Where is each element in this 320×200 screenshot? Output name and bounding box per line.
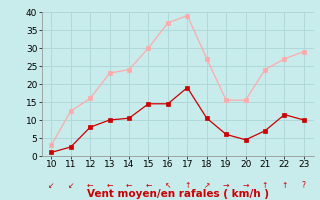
Text: ↙: ↙	[68, 181, 74, 190]
Text: →: →	[243, 181, 249, 190]
X-axis label: Vent moyen/en rafales ( km/h ): Vent moyen/en rafales ( km/h )	[87, 189, 268, 199]
Text: ←: ←	[107, 181, 113, 190]
Text: ↑: ↑	[184, 181, 190, 190]
Text: ←: ←	[87, 181, 93, 190]
Text: ↙: ↙	[48, 181, 54, 190]
Text: ↑: ↑	[262, 181, 268, 190]
Text: →: →	[223, 181, 229, 190]
Text: ↑: ↑	[281, 181, 288, 190]
Text: ↗: ↗	[204, 181, 210, 190]
Text: ?: ?	[302, 181, 306, 190]
Text: ←: ←	[145, 181, 152, 190]
Text: ←: ←	[126, 181, 132, 190]
Text: ↖: ↖	[165, 181, 171, 190]
